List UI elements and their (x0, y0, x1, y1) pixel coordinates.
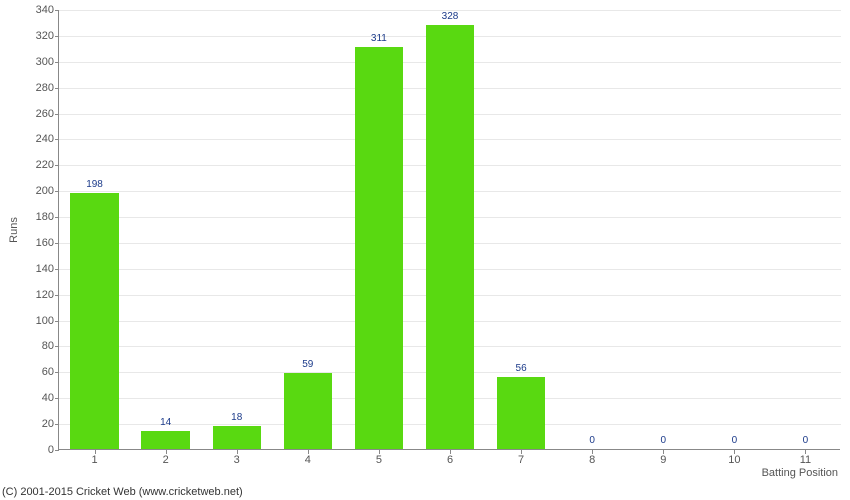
chart-container: 198 1 14 2 18 3 59 4 311 5 328 6 56 7 0 8 0 9 0 10 0 11 (58, 10, 840, 465)
ytick-mark (55, 114, 59, 115)
bar-value-label: 311 (371, 33, 387, 44)
bar-value-label: 0 (732, 435, 738, 446)
ytick-label: 140 (14, 263, 54, 275)
ytick-mark (55, 10, 59, 11)
ytick-mark (55, 243, 59, 244)
bar-value-label: 328 (442, 11, 459, 22)
ytick-label: 120 (14, 289, 54, 301)
xtick-label: 5 (376, 454, 382, 466)
ytick-mark (55, 424, 59, 425)
bar (70, 193, 118, 449)
bar (355, 47, 403, 449)
xtick-label: 9 (660, 454, 666, 466)
ytick-mark (55, 88, 59, 89)
ytick-mark (55, 295, 59, 296)
ytick-mark (55, 36, 59, 37)
bar (497, 377, 545, 449)
bar-value-label: 198 (86, 179, 103, 190)
ytick-mark (55, 321, 59, 322)
xtick-label: 4 (305, 454, 311, 466)
ytick-label: 320 (14, 30, 54, 42)
ytick-label: 0 (14, 444, 54, 456)
ytick-mark (55, 165, 59, 166)
ytick-label: 20 (14, 418, 54, 430)
ytick-label: 100 (14, 315, 54, 327)
ytick-mark (55, 191, 59, 192)
bar-value-label: 18 (231, 412, 242, 423)
x-axis-label: Batting Position (762, 467, 838, 479)
ytick-label: 160 (14, 237, 54, 249)
ytick-mark (55, 269, 59, 270)
ytick-label: 80 (14, 340, 54, 352)
xtick-label: 11 (800, 454, 811, 466)
ytick-mark (55, 139, 59, 140)
xtick-label: 10 (728, 454, 740, 466)
ytick-mark (55, 62, 59, 63)
ytick-label: 180 (14, 211, 54, 223)
xtick-label: 2 (163, 454, 169, 466)
ytick-label: 280 (14, 82, 54, 94)
bar-value-label: 59 (302, 359, 313, 370)
ytick-label: 240 (14, 133, 54, 145)
bar-value-label: 14 (160, 417, 171, 428)
ytick-label: 40 (14, 392, 54, 404)
bar-value-label: 0 (589, 435, 595, 446)
ytick-label: 300 (14, 56, 54, 68)
xtick-label: 6 (447, 454, 453, 466)
ytick-mark (55, 217, 59, 218)
ytick-mark (55, 398, 59, 399)
ytick-label: 340 (14, 4, 54, 16)
ytick-label: 220 (14, 159, 54, 171)
copyright-text: (C) 2001-2015 Cricket Web (www.cricketwe… (2, 486, 243, 498)
bar-value-label: 56 (516, 363, 527, 374)
ytick-mark (55, 450, 59, 451)
bar-value-label: 0 (660, 435, 666, 446)
bar (213, 426, 261, 449)
xtick-label: 7 (518, 454, 524, 466)
bar (284, 373, 332, 449)
bar (426, 25, 474, 449)
ytick-mark (55, 346, 59, 347)
bar-value-label: 0 (803, 435, 809, 446)
xtick-label: 1 (91, 454, 97, 466)
ytick-label: 60 (14, 366, 54, 378)
bar (141, 431, 189, 449)
xtick-label: 8 (589, 454, 595, 466)
plot-area: 1981142183594311532865670809010011 (58, 10, 840, 450)
ytick-label: 200 (14, 185, 54, 197)
ytick-mark (55, 372, 59, 373)
xtick-label: 3 (234, 454, 240, 466)
ytick-label: 260 (14, 108, 54, 120)
